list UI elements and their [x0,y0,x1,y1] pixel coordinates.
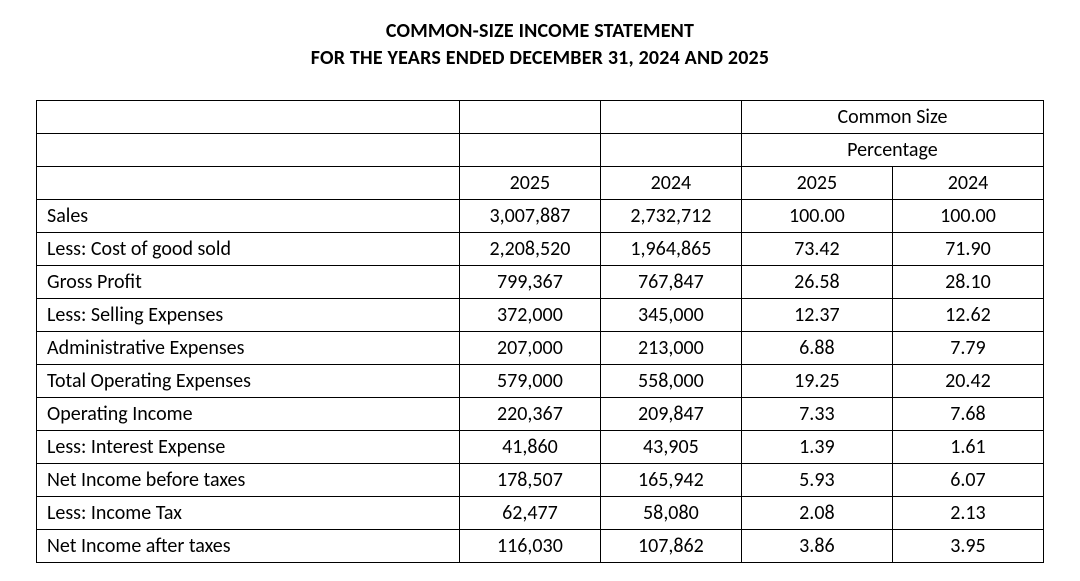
pct-2025: 2.08 [741,497,892,530]
table-row: Net Income before taxes178,507165,9425.9… [37,464,1044,497]
value-2025: 3,007,887 [459,200,600,233]
value-2025: 178,507 [459,464,600,497]
value-2025: 2,208,520 [459,233,600,266]
pct-2024: 1.61 [892,431,1043,464]
pct-2025: 5.93 [741,464,892,497]
row-label: Less: Selling Expenses [37,299,460,332]
value-2024: 558,000 [600,365,741,398]
pct-2024: 28.10 [892,266,1043,299]
row-label: Operating Income [37,398,460,431]
pct-2025: 19.25 [741,365,892,398]
value-2024: 107,862 [600,530,741,563]
header-blank-1 [37,101,460,134]
row-label: Administrative Expenses [37,332,460,365]
value-2025: 799,367 [459,266,600,299]
pct-2025: 100.00 [741,200,892,233]
pct-2025: 3.86 [741,530,892,563]
pct-2025: 7.33 [741,398,892,431]
value-2024: 43,905 [600,431,741,464]
header-blank-7 [37,167,460,200]
header-year-2024: 2024 [600,167,741,200]
header-blank-3 [600,101,741,134]
table-header: Common Size Percentage 2025 2024 2025 20… [37,101,1044,200]
header-pct-2024: 2024 [892,167,1043,200]
pct-2024: 20.42 [892,365,1043,398]
value-2024: 58,080 [600,497,741,530]
pct-2024: 7.79 [892,332,1043,365]
title-line-2: FOR THE YEARS ENDED DECEMBER 31, 2024 AN… [36,45,1044,72]
row-label: Sales [37,200,460,233]
title-line-1: COMMON-SIZE INCOME STATEMENT [36,18,1044,45]
pct-2025: 12.37 [741,299,892,332]
row-label: Gross Profit [37,266,460,299]
pct-2024: 71.90 [892,233,1043,266]
value-2025: 41,860 [459,431,600,464]
pct-2025: 73.42 [741,233,892,266]
table-body: Sales3,007,8872,732,712100.00100.00Less:… [37,200,1044,563]
pct-2024: 12.62 [892,299,1043,332]
value-2024: 345,000 [600,299,741,332]
table-row: Total Operating Expenses579,000558,00019… [37,365,1044,398]
table-row: Less: Interest Expense41,86043,9051.391.… [37,431,1044,464]
value-2024: 213,000 [600,332,741,365]
pct-2024: 2.13 [892,497,1043,530]
table-row: Less: Selling Expenses372,000345,00012.3… [37,299,1044,332]
value-2025: 62,477 [459,497,600,530]
value-2024: 1,964,865 [600,233,741,266]
header-group-common-size: Common Size [741,101,1043,134]
statement-title-block: COMMON-SIZE INCOME STATEMENT FOR THE YEA… [36,18,1044,72]
table-row: Gross Profit799,367767,84726.5828.10 [37,266,1044,299]
table-row: Sales3,007,8872,732,712100.00100.00 [37,200,1044,233]
value-2025: 372,000 [459,299,600,332]
pct-2024: 3.95 [892,530,1043,563]
income-statement-table: Common Size Percentage 2025 2024 2025 20… [36,100,1044,563]
header-blank-6 [600,134,741,167]
value-2024: 209,847 [600,398,741,431]
header-pct-2025: 2025 [741,167,892,200]
header-blank-4 [37,134,460,167]
pct-2025: 26.58 [741,266,892,299]
header-blank-5 [459,134,600,167]
pct-2024: 7.68 [892,398,1043,431]
header-blank-2 [459,101,600,134]
pct-2025: 1.39 [741,431,892,464]
value-2025: 220,367 [459,398,600,431]
pct-2024: 100.00 [892,200,1043,233]
value-2025: 579,000 [459,365,600,398]
table-row: Operating Income220,367209,8477.337.68 [37,398,1044,431]
value-2024: 165,942 [600,464,741,497]
pct-2024: 6.07 [892,464,1043,497]
pct-2025: 6.88 [741,332,892,365]
value-2025: 116,030 [459,530,600,563]
table-row: Less: Cost of good sold2,208,5201,964,86… [37,233,1044,266]
row-label: Total Operating Expenses [37,365,460,398]
row-label: Less: Income Tax [37,497,460,530]
row-label: Net Income before taxes [37,464,460,497]
row-label: Less: Cost of good sold [37,233,460,266]
value-2025: 207,000 [459,332,600,365]
value-2024: 2,732,712 [600,200,741,233]
row-label: Less: Interest Expense [37,431,460,464]
table-row: Administrative Expenses207,000213,0006.8… [37,332,1044,365]
value-2024: 767,847 [600,266,741,299]
table-row: Net Income after taxes116,030107,8623.86… [37,530,1044,563]
row-label: Net Income after taxes [37,530,460,563]
table-row: Less: Income Tax62,47758,0802.082.13 [37,497,1044,530]
header-year-2025: 2025 [459,167,600,200]
header-group-percentage: Percentage [741,134,1043,167]
